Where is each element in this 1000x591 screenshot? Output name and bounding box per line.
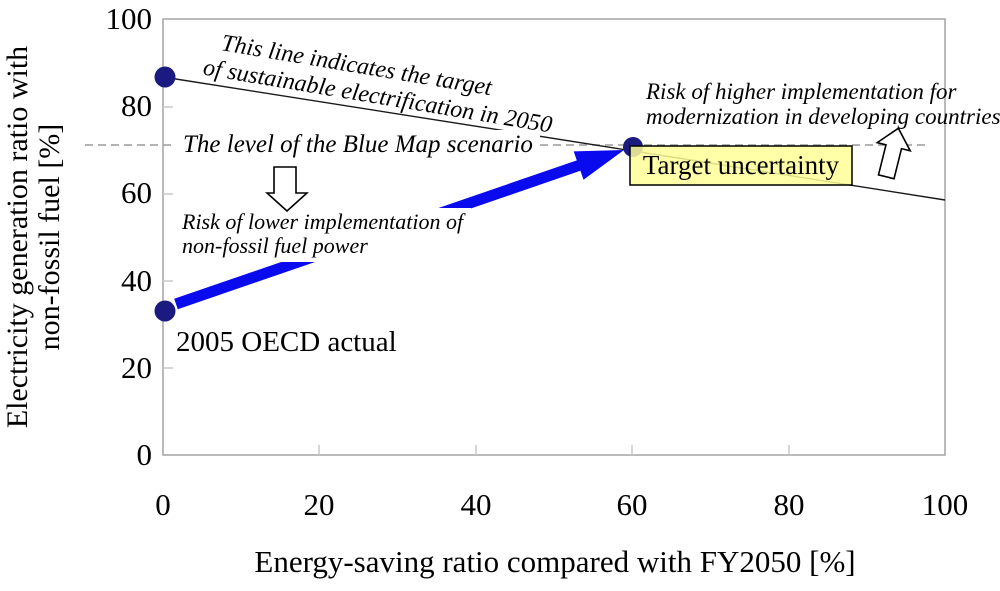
risk-lower-annotation: Risk of lower implementation of non-foss…	[176, 208, 472, 262]
x-tick-label-60: 60	[616, 487, 648, 522]
risk-higher-annotation-line2: modernization in developing countries	[646, 104, 1000, 130]
y-axis-title-line1: Electricity generation ratio with	[0, 45, 34, 429]
risk-lower-annotation-line1: Risk of lower implementation of	[182, 209, 464, 234]
y-tick-label-0: 0	[136, 437, 153, 472]
x-axis-tick-marks	[318, 445, 790, 455]
risk-higher-annotation: Risk of higher implementation for modern…	[646, 79, 1000, 130]
y-tick-label-20: 20	[121, 350, 152, 385]
data-point-target-line-start	[154, 66, 176, 88]
x-tick-label-100: 100	[921, 487, 969, 522]
oecd-2005-point-label: 2005 OECD actual	[176, 326, 397, 358]
down-block-arrow-shape	[265, 166, 309, 212]
x-tick-label-80: 80	[773, 487, 805, 522]
x-tick-label-20: 20	[303, 487, 335, 522]
risk-lower-annotation-line2: non-fossil fuel power	[182, 232, 368, 258]
y-axis-tick-marks	[163, 106, 173, 369]
up-block-arrow-shape	[875, 127, 912, 180]
up-block-arrow-icon	[875, 127, 912, 180]
data-point-2005-oecd	[154, 300, 176, 322]
y-tick-label-40: 40	[121, 263, 152, 298]
down-block-arrow-icon	[265, 166, 309, 212]
target-uncertainty-label: Target uncertainty	[642, 150, 840, 180]
y-tick-label-100: 100	[105, 1, 153, 36]
risk-higher-annotation-line1: Risk of higher implementation for	[646, 79, 957, 104]
target-uncertainty-box	[629, 145, 853, 186]
y-tick-label-80: 80	[121, 88, 152, 123]
x-tick-label-0: 0	[155, 487, 171, 522]
x-axis-title: Energy-saving ratio compared with FY2050…	[254, 544, 856, 579]
blue-map-level-annotation: The level of the Blue Map scenario	[176, 130, 540, 160]
plot-border	[162, 18, 946, 456]
y-tick-label-60: 60	[121, 175, 152, 210]
x-tick-label-40: 40	[460, 487, 492, 522]
